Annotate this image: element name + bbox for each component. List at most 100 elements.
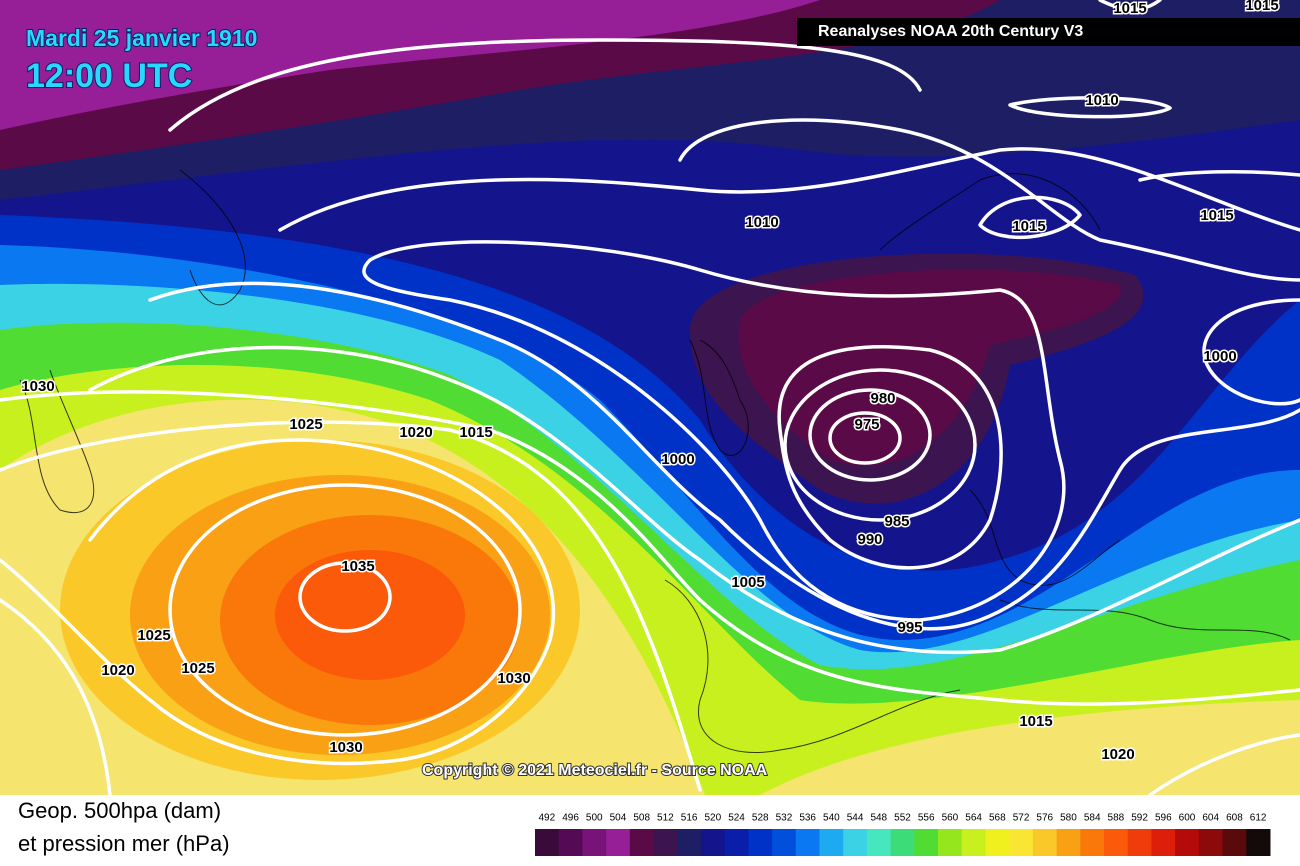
isobar-label: 995: [897, 619, 922, 636]
legend-tick-label: 576: [1036, 813, 1053, 824]
isobar-label: 1015: [1245, 0, 1278, 14]
isobar-label: 1010: [1085, 92, 1118, 109]
legend-swatch: [700, 829, 726, 856]
isobar-label: 975: [854, 416, 879, 433]
legend-swatch: [1080, 829, 1105, 856]
legend-tick-label: 540: [823, 813, 840, 824]
legend-tick-label: 536: [799, 813, 816, 824]
legend-tick-label: 508: [633, 813, 650, 824]
legend-swatch: [985, 829, 1010, 856]
isobar-label: 985: [884, 513, 909, 530]
isobar-label: 1030: [497, 670, 530, 687]
legend-swatch: [582, 829, 607, 856]
legend-tick-label: 496: [562, 813, 579, 824]
legend-swatch: [748, 829, 773, 856]
isobar-label: 1020: [101, 662, 134, 679]
legend-tick-label: 588: [1108, 813, 1125, 824]
time-title: 12:00 UTC: [26, 57, 192, 95]
isobar-label: 1030: [329, 739, 362, 756]
legend-tick-label: 600: [1179, 813, 1196, 824]
legend-tick-label: 584: [1084, 813, 1101, 824]
isobar-label: 1000: [1203, 348, 1236, 365]
legend-swatch: [558, 829, 583, 856]
legend-swatch: [629, 829, 655, 856]
legend-swatch: [1175, 829, 1200, 856]
date-title: Mardi 25 janvier 1910: [26, 25, 257, 51]
copyright: Copyright © 2021 Meteociel.fr - Source N…: [422, 762, 768, 779]
isobar-label: 990: [857, 531, 882, 548]
legend-tick-label: 572: [1013, 813, 1030, 824]
color-legend: 492 496 500 504 508 512 516 520 524 528 532 536 540 5…: [535, 813, 1271, 856]
legend-tick-label: 608: [1226, 813, 1243, 824]
legend-tick-label: 516: [681, 813, 698, 824]
legend-swatch: [795, 829, 821, 856]
legend-swatch: [961, 829, 986, 856]
isobar-label: 1030: [21, 378, 54, 395]
legend-tick-label: 532: [776, 813, 793, 824]
legend-tick-label: 492: [539, 813, 556, 824]
legend-tick-label: 568: [989, 813, 1006, 824]
legend-swatch: [1222, 829, 1247, 856]
footer-line-1: Geop. 500hpa (dam): [18, 798, 221, 823]
legend-swatch: [653, 829, 678, 856]
legend-swatch: [606, 829, 631, 856]
legend-tick-label: 512: [657, 813, 674, 824]
isobar-labels: 1015 1015 1010 1010 1015 1015 1000 1030 1025 1020…: [20, 0, 1280, 764]
legend-tick-label: 596: [1155, 813, 1172, 824]
legend-tick-label: 520: [704, 813, 721, 824]
source-box: [797, 18, 1300, 46]
legend-swatch: [890, 829, 915, 856]
legend-swatch: [914, 829, 939, 856]
isobar-label: 1020: [1101, 746, 1134, 763]
legend-swatch: [677, 829, 702, 856]
legend-swatch: [535, 829, 560, 856]
isobar-label: 1035: [341, 558, 374, 575]
legend-tick-label: 612: [1250, 813, 1267, 824]
isobar-label: 1015: [1113, 0, 1146, 17]
isobar-label: 1015: [1200, 207, 1233, 224]
legend-tick-label: 580: [1060, 813, 1077, 824]
legend-tick-label: 524: [728, 813, 745, 824]
isobar-label: 1000: [661, 451, 694, 468]
isobar-label: 1025: [137, 627, 170, 644]
isobar-label: 1015: [459, 424, 492, 441]
isobar-label: 1015: [1012, 218, 1045, 235]
legend-swatch: [938, 829, 963, 856]
legend-tick-label: 556: [918, 813, 935, 824]
legend-tick-label: 592: [1131, 813, 1148, 824]
legend-swatch: [1056, 829, 1081, 856]
legend-swatch: [1246, 829, 1271, 856]
legend-tick-label: 544: [847, 813, 864, 824]
footer-line-2: et pression mer (hPa): [18, 831, 230, 856]
legend-swatch: [724, 829, 749, 856]
legend-swatch: [1127, 829, 1152, 856]
source-label: Reanalyses NOAA 20th Century V3: [818, 23, 1083, 40]
header: Mardi 25 janvier 1910 12:00 UTC Reanalys…: [25, 18, 1300, 96]
legend-tick-label: 548: [870, 813, 887, 824]
isobar-label: 1020: [399, 424, 432, 441]
legend-tick-label: 564: [965, 813, 982, 824]
legend-tick-label: 504: [610, 813, 627, 824]
isobar-label: 1025: [289, 416, 322, 433]
legend-swatch: [772, 829, 797, 856]
legend-tick-label: 552: [894, 813, 911, 824]
legend-swatch: [1198, 829, 1224, 856]
isobar-label: 1005: [731, 574, 764, 591]
isobar-label: 1025: [181, 660, 214, 677]
legend-swatch: [819, 829, 844, 856]
legend-tick-label: 528: [752, 813, 769, 824]
isobar-label: 1015: [1019, 713, 1052, 730]
legend-tick-label: 500: [586, 813, 603, 824]
isobar-label: 980: [870, 390, 895, 407]
legend-swatch: [1151, 829, 1176, 856]
legend-swatch: [1104, 829, 1129, 856]
isobar-label: 1010: [745, 214, 778, 231]
isobars: [0, 0, 1300, 792]
legend-swatch: [866, 829, 892, 856]
legend-swatch: [1009, 829, 1034, 856]
legend-swatch: [843, 829, 868, 856]
legend-swatch: [1032, 829, 1058, 856]
legend-tick-label: 604: [1202, 813, 1219, 824]
